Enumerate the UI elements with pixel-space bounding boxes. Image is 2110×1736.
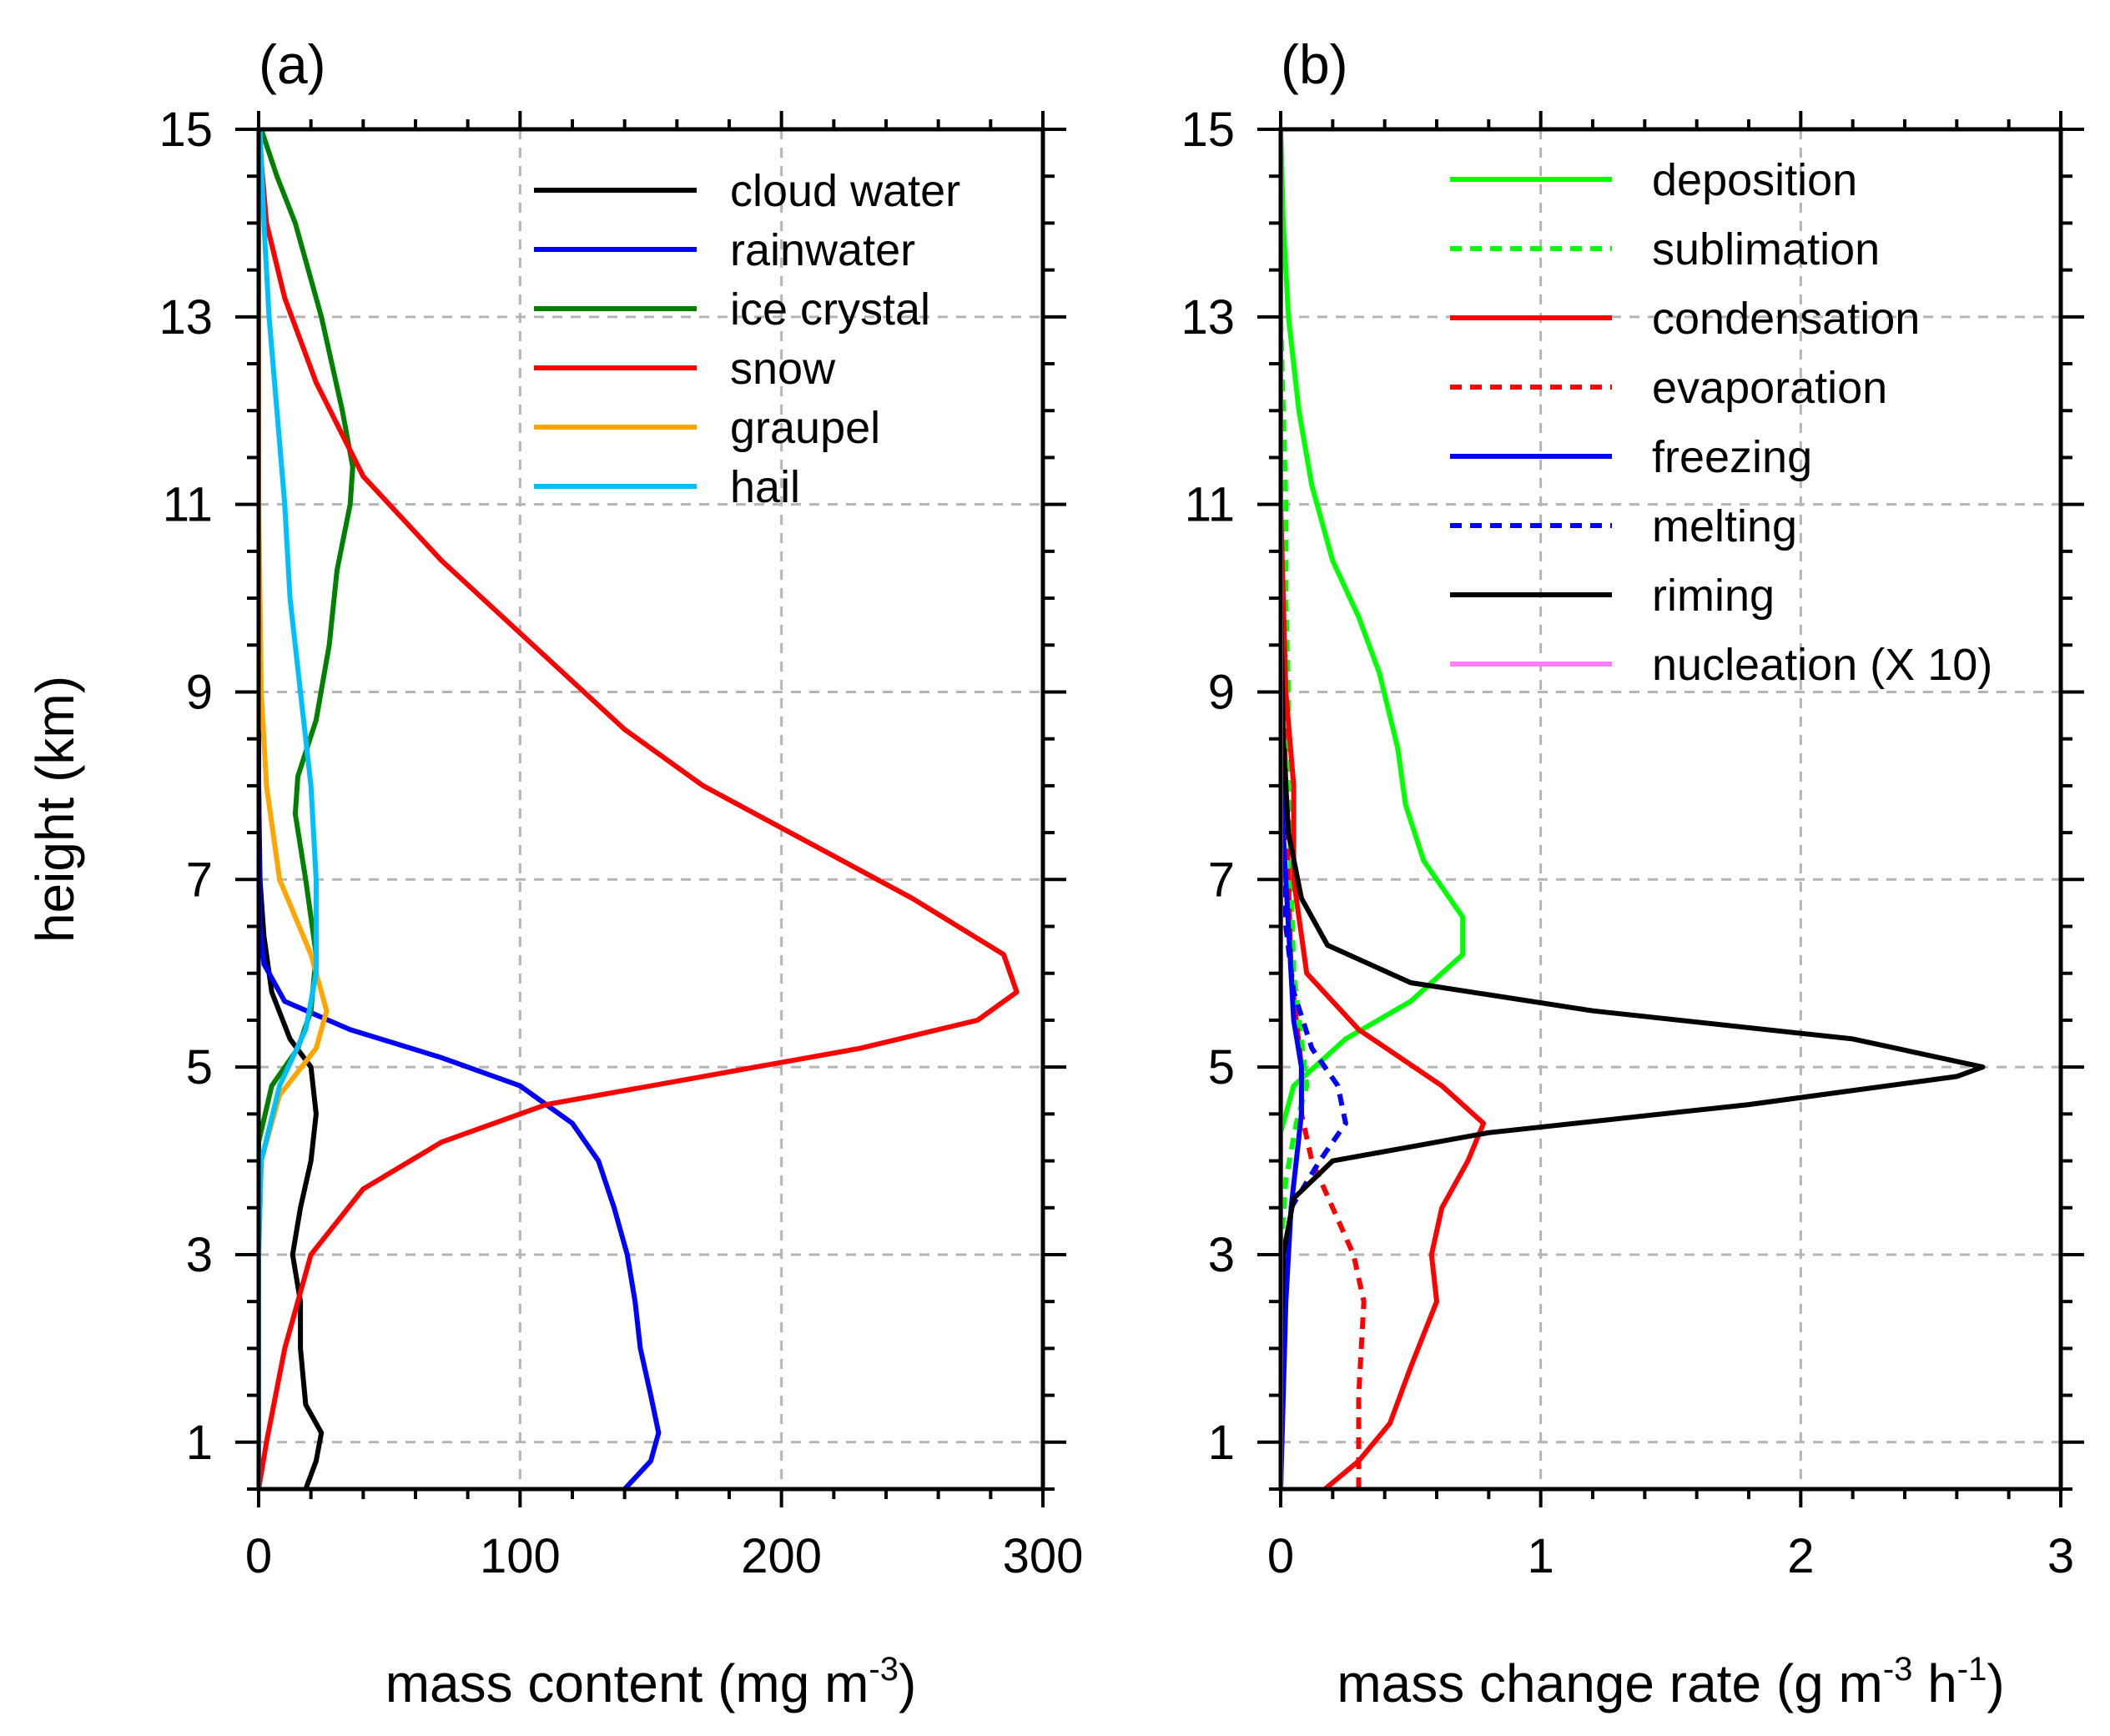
legend-label: hail [730,462,800,512]
y-axis-title: height (km) [25,676,85,943]
panel-label: (a) [259,33,326,95]
legend-label: cloud water [730,166,960,216]
y-tick-label: 13 [1181,290,1235,345]
y-tick-label: 11 [1185,478,1235,532]
x-axis-title: mass content (mg m-3) [385,1651,917,1713]
plot-frame [256,127,1045,1492]
x-tick-label: 300 [1003,1529,1084,1583]
legend-label: melting [1652,501,1797,551]
y-tick-label: 1 [186,1416,213,1470]
y-tick-label: 7 [1208,853,1235,907]
y-tick-label: 15 [159,103,213,157]
y-tick-label: 7 [186,853,213,907]
series-line-rainwater [259,129,662,1489]
x-tick-label: 1 [1528,1529,1554,1583]
legend-label: freezing [1652,432,1812,482]
panel-label: (b) [1281,33,1348,95]
y-tick-label: 1 [1208,1416,1235,1470]
legend-label: ice crystal [730,284,930,335]
y-tick-label: 3 [186,1228,213,1282]
series-line-snow [259,129,1020,1489]
x-tick-label: 100 [480,1529,561,1583]
x-tick-label: 2 [1787,1529,1814,1583]
legend-label: snow [730,344,836,394]
legend-label: deposition [1652,155,1857,205]
legend-label: nucleation (X 10) [1652,640,1992,690]
legend-label: riming [1652,571,1775,621]
series-line-riming [1281,129,1986,1489]
y-tick-label: 5 [1208,1040,1235,1094]
x-tick-label: 3 [2047,1529,2074,1583]
y-tick-label: 15 [1181,103,1235,157]
y-tick-label: 9 [1208,665,1235,719]
series-line-sublimation [1281,129,1310,1489]
legend-label: evaporation [1652,363,1887,413]
x-axis-title: mass change rate (g m-3 h-1) [1337,1651,2004,1713]
x-tick-label: 0 [1267,1529,1294,1583]
series-line-deposition [1281,129,1466,1489]
legend-label: graupel [730,403,880,453]
y-tick-label: 9 [186,665,213,719]
x-tick-label: 200 [741,1529,822,1583]
legend-label: sublimation [1652,224,1880,274]
series-line-hail [259,129,319,1489]
y-tick-label: 11 [163,478,213,532]
y-tick-label: 5 [186,1040,213,1094]
x-tick-label: 0 [245,1529,272,1583]
y-tick-label: 3 [1208,1228,1235,1282]
y-tick-label: 13 [159,290,213,345]
series-line-condensation [1281,129,1487,1489]
legend-label: rainwater [730,225,915,275]
legend-label: condensation [1652,294,1920,344]
plot-frame [1278,127,2063,1492]
